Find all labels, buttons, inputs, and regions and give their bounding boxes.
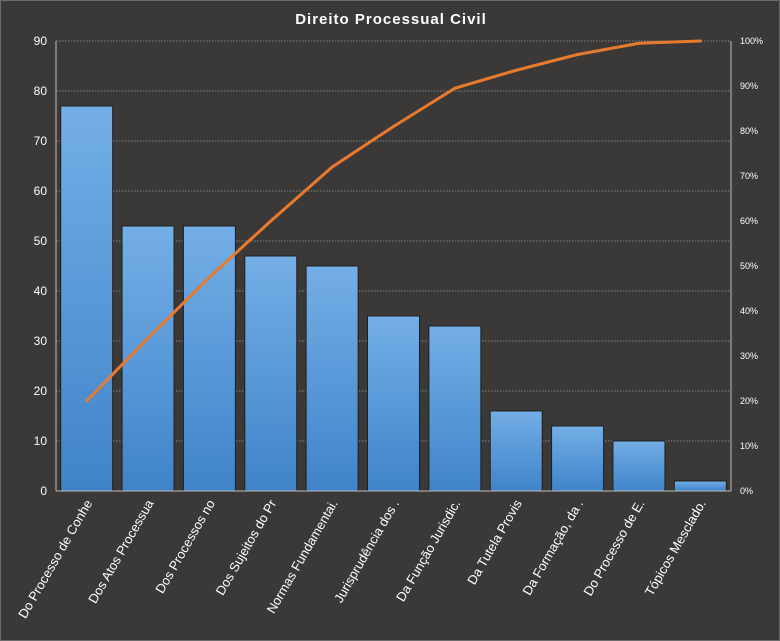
x-tick-label: Jurisprudência dos . [331,497,402,605]
bar [367,315,420,492]
x-tick-label: Do Processo de E. [580,497,647,598]
y-tick-label: 40 [34,284,48,298]
x-tick-label: Da Tutela Provis [464,497,525,588]
y2-tick-label: 70% [740,171,758,181]
cumulative-line-series [85,39,702,403]
y2-tick-label: 80% [740,126,758,136]
y2-tick-label: 10% [740,441,758,451]
cumulative-point [85,399,88,403]
bar [244,255,298,492]
y2-tick-label: 20% [740,396,758,406]
bar-series [60,105,727,492]
bar [428,325,482,492]
bar [305,265,359,492]
y-tick-label: 80 [34,84,48,98]
y2-tick-label: 0% [740,486,753,496]
chart-title: Direito Processual Civil [295,11,487,28]
y-tick-label: 0 [40,484,47,498]
cumulative-point [330,165,334,169]
axes [55,41,732,492]
cumulative-point [146,336,150,340]
x-tick-label: Dos Sujeitos do Pr [213,496,280,597]
y-tick-label: 90 [34,34,48,48]
bar [673,480,727,492]
y-tick-label: 50 [34,234,48,248]
y-tick-label: 60 [34,184,48,198]
y2-axis-ticks: 0% 10% 20% 30% 40% 50% 60% 70% 80% 90% 100% [740,36,763,496]
x-tick-label: Da Formação, da . [519,497,586,598]
bar [182,225,236,492]
x-tick-label: Do Processo de Conhe [15,497,95,621]
cumulative-point [699,39,702,43]
cumulative-point [269,219,272,223]
y-tick-label: 20 [34,384,48,398]
cumulative-point [392,125,395,128]
x-tick-label: Tópicos Mesclado. [642,497,709,598]
y-tick-label: 30 [34,334,48,348]
x-tick-label: Dos Processos no [152,497,218,596]
cumulative-point [576,53,579,56]
cumulative-point [637,42,641,45]
x-tick-label: Normas Fundamentai. [263,497,340,616]
y2-tick-label: 50% [740,261,758,271]
y-tick-label: 70 [34,134,48,148]
cumulative-point [453,87,457,90]
bar [489,410,543,492]
y2-tick-label: 100% [740,36,763,46]
x-tick-label: Da Função Jurisdic. [393,497,463,604]
bar [60,105,114,492]
y-axis-ticks: 0 10 20 30 40 50 60 70 80 90 [34,34,48,498]
x-tick-label: Dos Atos Processua [85,496,157,606]
bar [121,225,175,492]
y2-tick-label: 40% [740,306,758,316]
y2-tick-label: 60% [740,216,758,226]
bar [612,440,666,492]
y2-tick-label: 30% [740,351,758,361]
bar [551,425,605,492]
cumulative-point [208,276,211,279]
cumulative-point [515,69,518,72]
y-tick-label: 10 [34,434,48,448]
y2-tick-label: 90% [740,81,758,91]
